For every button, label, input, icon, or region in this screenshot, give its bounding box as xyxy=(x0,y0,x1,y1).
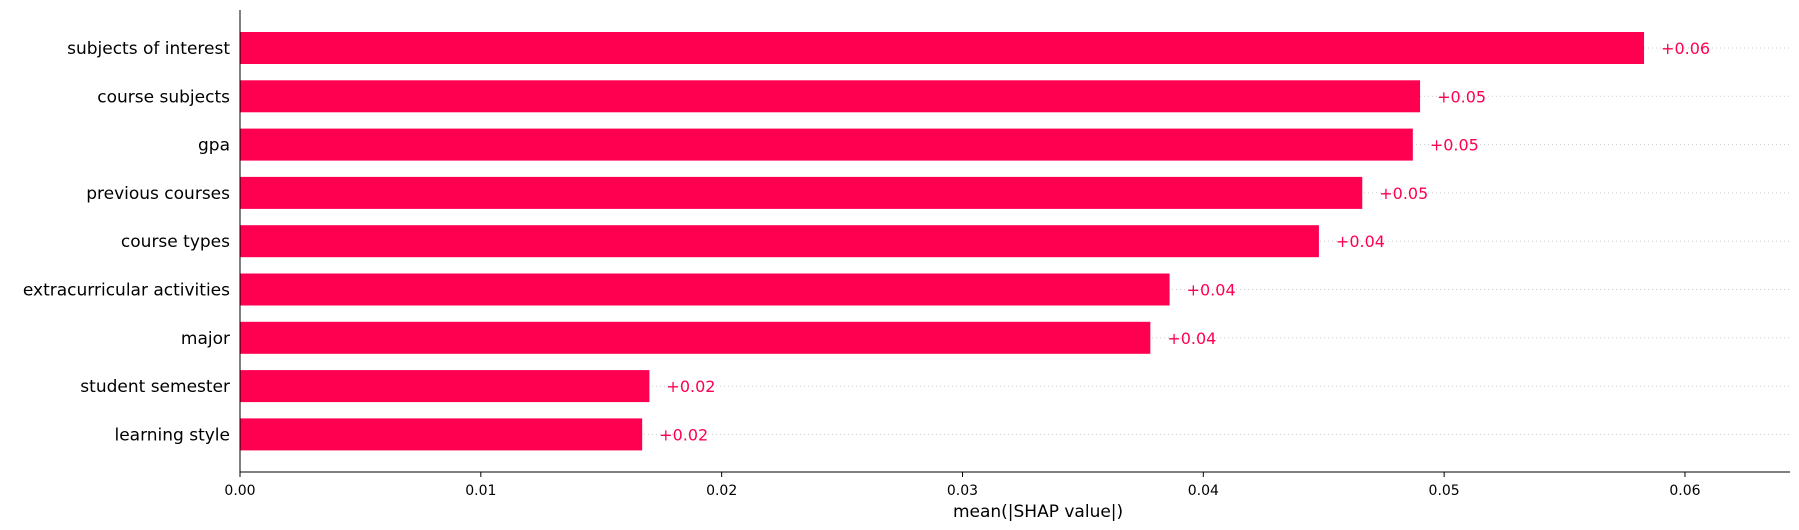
value-label: +0.05 xyxy=(1437,87,1486,106)
category-label: course subjects xyxy=(97,87,230,107)
bar xyxy=(240,80,1421,113)
value-label: +0.06 xyxy=(1661,39,1710,58)
x-axis-title: mean(|SHAP value|) xyxy=(953,502,1123,522)
value-label: +0.05 xyxy=(1379,184,1428,203)
value-label: +0.02 xyxy=(659,425,708,444)
bar xyxy=(240,128,1413,161)
bar xyxy=(240,321,1151,354)
category-label: extracurricular activities xyxy=(23,281,230,301)
value-label: +0.02 xyxy=(666,377,715,396)
category-label: gpa xyxy=(198,136,230,156)
x-tick-label: 0.01 xyxy=(465,483,496,499)
bar xyxy=(240,273,1170,306)
category-label: major xyxy=(181,329,230,349)
x-tick-label: 0.00 xyxy=(224,483,255,499)
x-tick-label: 0.03 xyxy=(947,483,978,499)
value-label: +0.04 xyxy=(1187,281,1236,300)
x-ticks: 0.00 0.01 0.02 0.03 0.04 0.05 0.06 xyxy=(224,472,1701,499)
bar xyxy=(240,176,1363,209)
bar xyxy=(240,418,643,451)
value-label: +0.04 xyxy=(1167,329,1216,348)
category-label: course types xyxy=(121,232,230,252)
value-label: +0.05 xyxy=(1430,136,1479,155)
value-labels: +0.06 +0.05 +0.05 +0.05 +0.04 +0.04 +0.04 +0.02… xyxy=(659,39,1710,444)
category-label: previous courses xyxy=(86,184,230,204)
x-tick-label: 0.05 xyxy=(1429,483,1460,499)
x-tick-label: 0.02 xyxy=(706,483,737,499)
bar xyxy=(240,32,1645,64)
category-label: subjects of interest xyxy=(67,39,230,59)
bar xyxy=(240,225,1319,258)
bars xyxy=(240,32,1645,451)
category-label: learning style xyxy=(114,425,230,445)
x-tick-label: 0.06 xyxy=(1669,483,1700,499)
bar xyxy=(240,370,650,403)
value-label: +0.04 xyxy=(1336,232,1385,251)
x-tick-label: 0.04 xyxy=(1188,483,1219,499)
category-label: student semester xyxy=(80,377,230,397)
category-labels: subjects of interest course subjects gpa pr… xyxy=(23,39,230,445)
